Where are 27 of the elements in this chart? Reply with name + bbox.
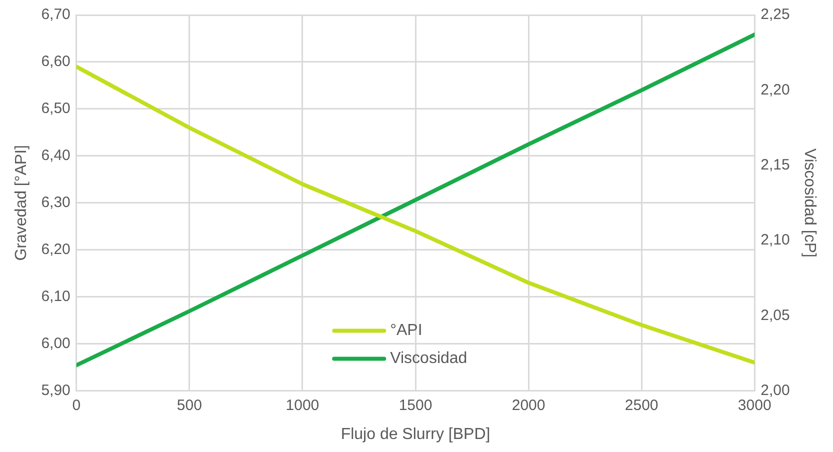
y2-axis-title: Viscosidad [cP] xyxy=(800,148,818,258)
x-tick-label: 1000 xyxy=(286,396,320,414)
y-tick-label: 6,30 xyxy=(41,194,70,212)
y-tick-label: 6,20 xyxy=(41,241,70,258)
y-tick-label: 6,50 xyxy=(41,100,70,118)
legend-label: Viscosidad xyxy=(390,350,468,368)
x-tick-label: 0 xyxy=(72,396,81,414)
y-tick-label: 5,90 xyxy=(41,382,70,399)
y2-tick-label: 2,10 xyxy=(760,232,790,249)
x-tick-label: 500 xyxy=(176,396,202,414)
y-axis-title: Gravedad [°API] xyxy=(13,145,30,261)
y2-tick-label: 2,15 xyxy=(760,156,790,174)
y-tick-label: 6,70 xyxy=(41,6,70,24)
y-tick-label: 6,60 xyxy=(41,53,70,70)
x-tick-label: 1500 xyxy=(398,396,432,414)
x-tick-label: 2500 xyxy=(624,396,658,414)
y2-tick-label: 2,25 xyxy=(760,6,790,24)
y2-tick-label: 2,20 xyxy=(760,81,790,98)
y-tick-label: 6,00 xyxy=(41,334,70,352)
y2-tick-label: 2,05 xyxy=(760,306,790,324)
x-tick-label: 3000 xyxy=(738,396,772,414)
x-tick-label: 2000 xyxy=(512,396,546,414)
y-tick-label: 6,40 xyxy=(41,147,70,164)
legend-label: °API xyxy=(390,322,422,340)
y2-tick-label: 2,00 xyxy=(760,382,790,399)
y-tick-label: 6,10 xyxy=(41,288,70,305)
x-axis-title: Flujo de Slurry [BPD] xyxy=(340,426,490,443)
